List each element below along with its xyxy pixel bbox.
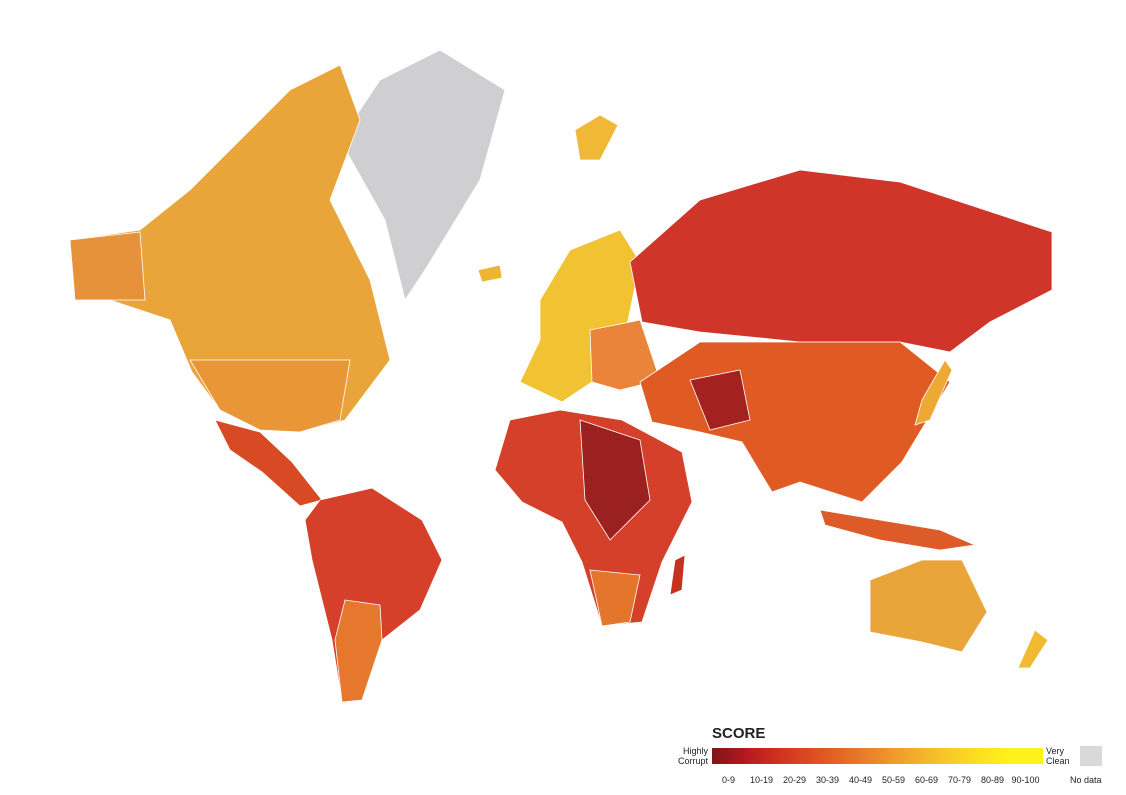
south-america <box>304 487 443 703</box>
legend-bin-label: 30-39 <box>815 775 840 785</box>
central-africa <box>579 419 651 541</box>
russia <box>629 169 1053 353</box>
southern-africa <box>589 569 641 627</box>
alaska <box>69 231 146 301</box>
legend-swatch <box>976 748 1010 764</box>
legend-bin-label: 70-79 <box>947 775 972 785</box>
svalbard <box>574 114 619 161</box>
legend-bin-label: 60-69 <box>914 775 939 785</box>
central-asia <box>689 369 751 431</box>
australia <box>869 559 988 653</box>
legend-bin-label: 40-49 <box>848 775 873 785</box>
madagascar <box>669 554 686 596</box>
iceland <box>477 264 503 283</box>
legend-title: SCORE <box>712 725 766 742</box>
legend-swatch <box>943 748 977 764</box>
no-data-label: No data <box>1070 775 1102 785</box>
legend-swatch <box>1009 748 1043 764</box>
legend-bin-label: 90-100 <box>1011 775 1040 785</box>
greenland <box>339 49 506 301</box>
southern-cone <box>334 599 383 703</box>
legend-high-label: Very Clean <box>1046 746 1070 766</box>
new-zealand <box>1017 629 1049 669</box>
no-data-swatch <box>1080 746 1102 766</box>
legend-low-label: Highly Corrupt <box>677 746 708 766</box>
legend-bin-label: 50-59 <box>881 775 906 785</box>
legend-swatch <box>712 748 746 764</box>
legend-swatch <box>910 748 944 764</box>
legend-swatch <box>844 748 878 764</box>
usa <box>189 359 351 433</box>
north-america <box>69 64 391 433</box>
eastern-europe <box>589 319 661 391</box>
legend-bin-label: 0-9 <box>721 775 735 785</box>
indonesia <box>819 509 977 551</box>
legend-swatch <box>745 748 779 764</box>
legend-bin-label: 10-19 <box>749 775 774 785</box>
mexico-central-america <box>214 419 323 507</box>
legend-bin-label: 80-89 <box>980 775 1005 785</box>
legend-swatch <box>877 748 911 764</box>
japan <box>914 359 953 426</box>
legend-bin-label: 20-29 <box>782 775 807 785</box>
legend-swatch <box>778 748 812 764</box>
legend-swatch <box>811 748 845 764</box>
